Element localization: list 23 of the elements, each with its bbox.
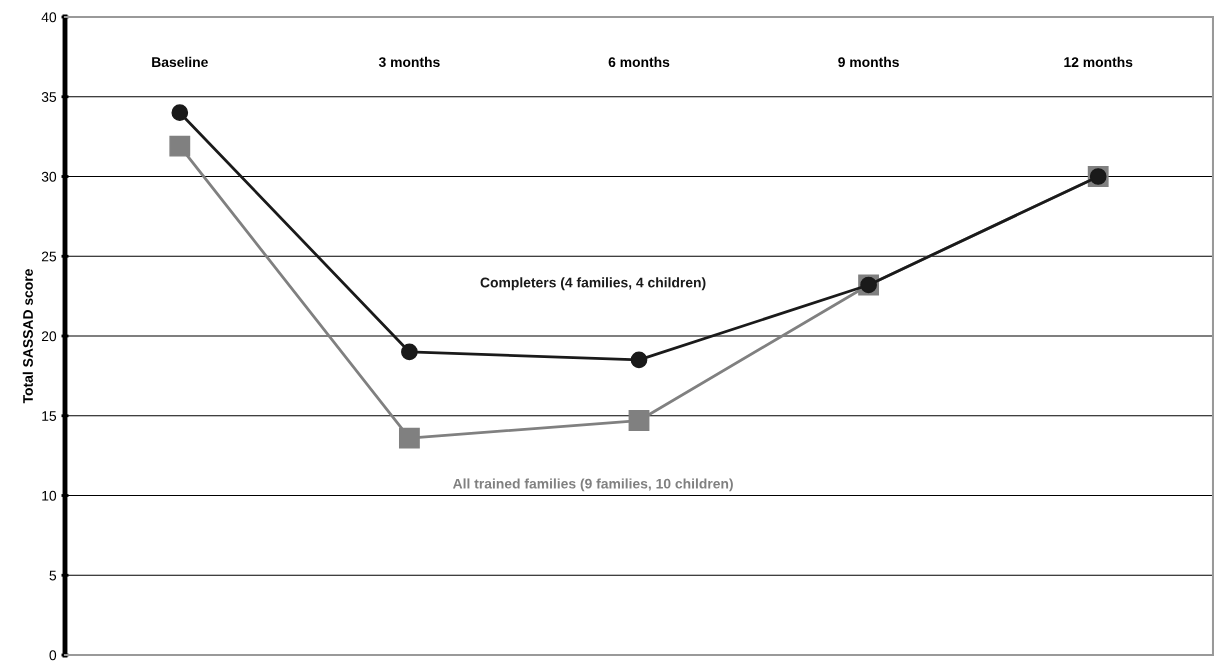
point [169, 135, 191, 157]
point [401, 343, 418, 361]
y-tick-label: 15 [42, 411, 57, 421]
y-tick-label: 0 [49, 650, 57, 661]
text: All trained families (9 families, 10 children) [452, 478, 733, 492]
y-tick-label: 5 [49, 570, 57, 581]
x-tick-label: 6 months [608, 56, 670, 68]
point [171, 104, 189, 122]
x-tick-label: 9 months [838, 56, 899, 68]
text: Completers (4 families, 4 children) [480, 277, 706, 291]
y-tick-label: 35 [41, 92, 57, 102]
x-tick-label: 12 months [1064, 56, 1133, 68]
x-tick-label: 3 months [378, 56, 440, 68]
y-tick-label: 20 [41, 331, 57, 342]
y-tick-label: 30 [41, 171, 57, 182]
y-axis-title: Total SASSAD score [22, 269, 33, 404]
point [630, 351, 648, 369]
x-tick-label: Baseline [152, 56, 208, 68]
y-tick-label: 25 [41, 251, 57, 262]
y-tick-label: 10 [42, 490, 57, 501]
point [398, 427, 420, 449]
point [628, 410, 650, 431]
y-tick-label: 40 [41, 12, 57, 23]
